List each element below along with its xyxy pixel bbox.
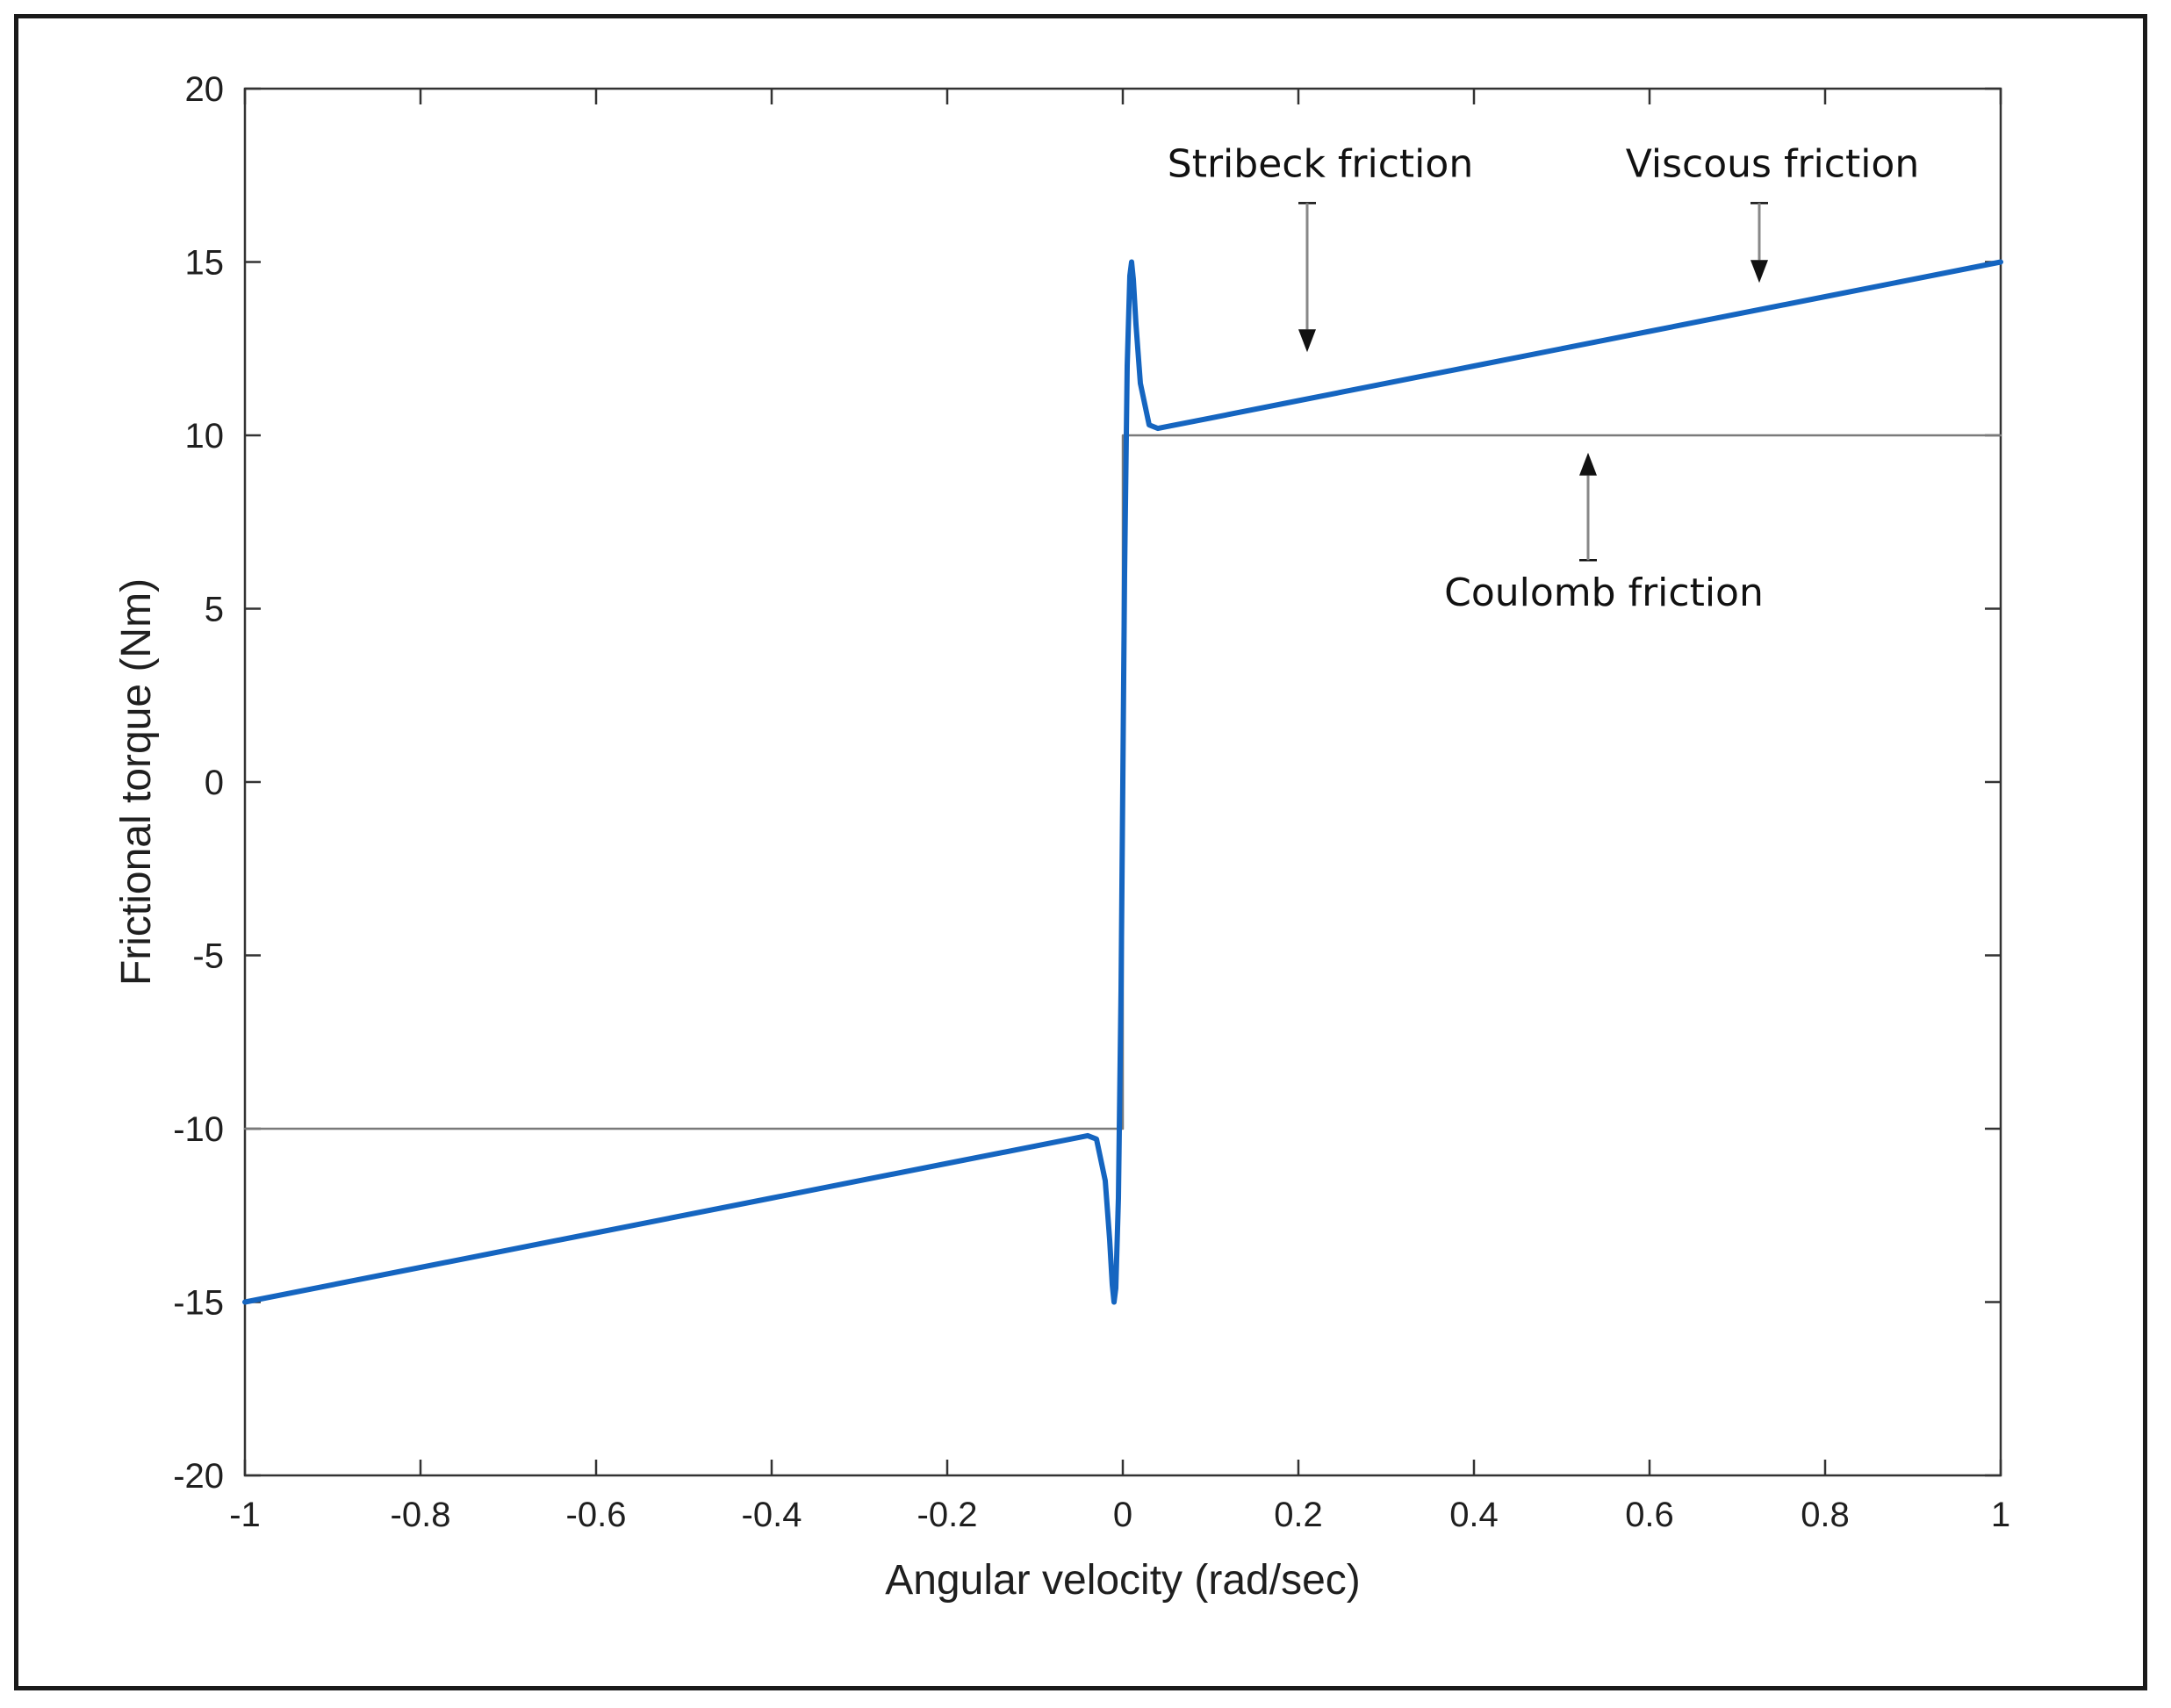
friction-chart: -1 -0.8 -0.6 -0.4 -0.2 0 0.2 0.4 0.6 0.8 1 -20-15-… [113, 70, 2010, 1604]
annotation-label: Stribeck friction [1168, 141, 1473, 186]
y-tick-label: 20 [185, 70, 225, 109]
annotation-arrow [1579, 452, 1597, 562]
series-layer [242, 259, 2003, 1305]
y-tick-label: -10 [173, 1110, 224, 1149]
figure-frame: -1 -0.8 -0.6 -0.4 -0.2 0 0.2 0.4 0.6 0.8 1 -20 -15-… [14, 14, 2147, 1690]
x-tick-label: -0.4 [742, 1496, 802, 1534]
x-tick-label: 0.8 [1801, 1496, 1850, 1534]
annotation-arrow [1298, 202, 1316, 353]
annotations: Stribeck friction Viscous friction Coulomb… [1168, 141, 1919, 615]
x-tick-label: -0.2 [917, 1496, 978, 1534]
x-tick-labels: -1 -0.8 -0.6 -0.4 -0.2 0 0.2 0.4 0.6 0.8 1 [229, 1496, 2010, 1534]
annotation-arrow [1750, 202, 1768, 283]
y-tick-labels: -20 -15 -10 -5 0 5 10 15 20 [173, 70, 224, 1496]
series-line-total-friction [242, 259, 2003, 1305]
x-axis-title: Angular velocity (rad/sec) [885, 1557, 1361, 1604]
y-tick-label: 15 [185, 244, 225, 283]
x-tick-label: -1 [229, 1496, 261, 1534]
y-tick-label: -5 [192, 937, 224, 976]
x-tick-label: -0.6 [566, 1496, 627, 1534]
annotation-label: Viscous friction [1626, 141, 1919, 186]
y-tick-label: 0 [205, 764, 224, 802]
x-tick-label: -0.8 [391, 1496, 451, 1534]
x-tick-label: 0.6 [1625, 1496, 1674, 1534]
annotation-label: Coulomb friction [1444, 571, 1764, 615]
axis-ticks [243, 87, 2002, 1477]
x-tick-label: 0 [1113, 1496, 1132, 1534]
y-tick-label: 10 [185, 417, 225, 456]
y-tick-label: 5 [205, 591, 224, 629]
y-tick-label: -20 [173, 1457, 224, 1496]
y-tick-label: -15 [173, 1284, 224, 1323]
x-tick-label: 1 [1991, 1496, 2010, 1534]
x-tick-label: 0.4 [1449, 1496, 1499, 1534]
x-tick-label: 0.2 [1274, 1496, 1323, 1534]
y-axis-title: Frictional torque (Nm) [113, 578, 160, 986]
